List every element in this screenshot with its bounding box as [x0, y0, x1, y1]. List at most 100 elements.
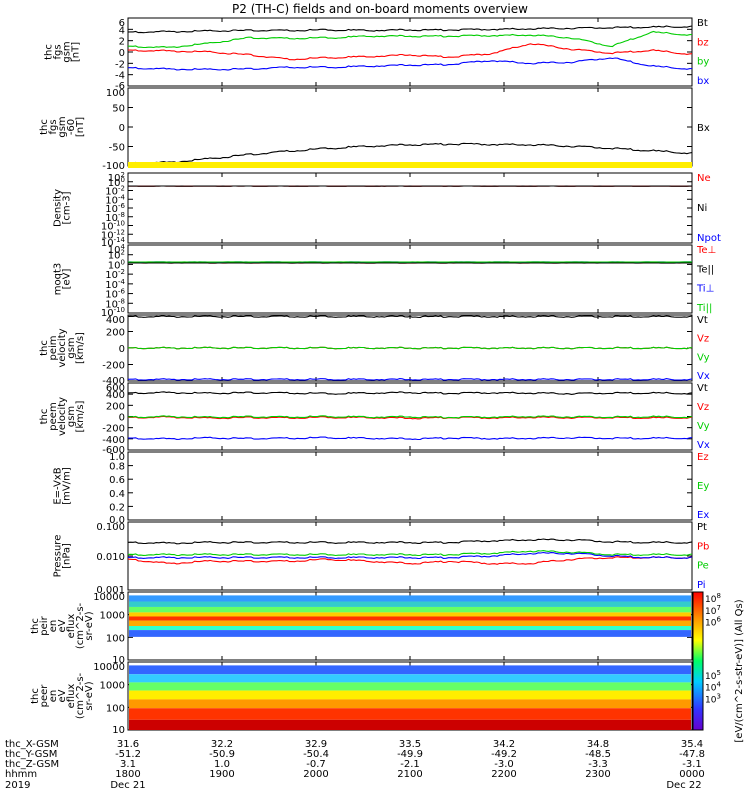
y-axis-label: Pressure: [53, 535, 64, 578]
y-axis-label: (cm^2-s-: [75, 602, 86, 649]
panel-frame: [127, 87, 693, 167]
y-axis-label: eV: [57, 689, 68, 702]
legend-entry: by: [697, 57, 709, 68]
y-tick-label: 0.8: [109, 462, 125, 473]
y-axis-label: -60: [66, 119, 77, 135]
series-line-Vz: [127, 415, 693, 420]
y-tick-label: 10000: [93, 662, 125, 673]
series-line-Bx: [127, 142, 693, 165]
legend-entry: Ez: [697, 452, 709, 463]
axis-row-value: -49.9: [397, 749, 423, 760]
spectrogram-band: [129, 616, 691, 621]
y-tick-label: 0.0: [109, 515, 125, 526]
y-tick-label: 0.001: [96, 585, 125, 596]
legend-entry: Vx: [697, 371, 710, 382]
spectrogram-band: [129, 665, 691, 675]
series-line-Pi: [127, 551, 693, 560]
date-start: Dec 21: [110, 780, 145, 791]
y-axis-label: [nT]: [75, 117, 86, 137]
y-axis-label: sr-eV): [84, 681, 95, 710]
axis-row-value: 2000: [303, 769, 328, 780]
y-tick-label: -50: [109, 143, 125, 154]
series-line-Bt: [127, 25, 693, 34]
legend-entry: Ex: [697, 510, 709, 521]
y-tick-label: -6: [115, 81, 125, 92]
axis-row-value: 2100: [397, 769, 422, 780]
axis-row-value: 32.2: [211, 739, 233, 750]
legend-entry: Pe: [697, 561, 709, 572]
y-axis-label: eV: [57, 619, 68, 632]
y-tick-label: 1000: [100, 681, 125, 692]
y-tick-label: 400: [106, 390, 125, 401]
spectrogram-band: [129, 690, 691, 700]
axis-row-value: 1800: [115, 769, 140, 780]
y-tick-label: 600: [106, 383, 125, 394]
y-axis-label: thc: [39, 409, 50, 425]
legend-entry: Vt: [697, 315, 708, 326]
axis-row-value: -47.8: [679, 749, 705, 760]
y-tick-label: 1000: [100, 611, 125, 622]
axis-row-value: 32.9: [305, 739, 327, 750]
spectrogram-band: [129, 601, 691, 607]
legend-entry: Vx: [697, 440, 710, 451]
y-tick-label: 2: [119, 37, 125, 48]
axis-row-value: -50.4: [303, 749, 329, 760]
legend-entry: Bx: [697, 123, 710, 134]
axis-row-value: 1900: [209, 769, 234, 780]
y-axis-label: en: [48, 690, 59, 703]
y-tick-label: -100: [102, 161, 125, 172]
axis-row-value: -3.1: [682, 759, 702, 770]
y-tick-label: 0.2: [109, 502, 125, 513]
y-tick-label: 0: [119, 344, 125, 355]
y-axis-label: moqt3: [53, 263, 64, 296]
y-axis-label: gsm: [66, 337, 77, 358]
y-axis-label: Density: [53, 189, 64, 227]
y-axis-label: gsm: [62, 41, 73, 62]
spectrogram-band: [129, 719, 691, 730]
spectrogram-band: [129, 626, 691, 631]
y-axis-label: eflux: [66, 614, 77, 639]
y-axis-label: thc: [30, 688, 41, 704]
legend-entry: Ni: [697, 203, 707, 214]
y-tick-label: -4: [115, 71, 125, 82]
y-tick-label: 0: [119, 413, 125, 424]
series-line-by: [128, 30, 693, 49]
y-tick-label: 0: [119, 48, 125, 59]
y-tick-label: 100: [106, 633, 125, 644]
legend-entry: Ey: [697, 481, 709, 492]
axis-row-value: 33.5: [399, 739, 421, 750]
axis-row-value: -48.5: [585, 749, 611, 760]
y-axis-label: thc: [44, 44, 55, 60]
y-axis-label: thc: [39, 119, 50, 135]
panel-frame: [127, 244, 693, 314]
axis-row-value: -50.9: [209, 749, 235, 760]
colorbar-label: [eV/(cm^2-s-str-eV)] (All Qs): [734, 599, 745, 742]
series-line-bz: [128, 43, 693, 61]
y-tick-label: -200: [102, 361, 125, 372]
series-line-Vy: [128, 346, 693, 350]
legend-entry: bz: [697, 37, 709, 48]
legend-entry: Ne: [697, 173, 711, 184]
y-axis-label: [nPa]: [62, 543, 73, 569]
spectrogram-band: [129, 630, 691, 637]
legend-entry: Pb: [697, 541, 709, 552]
y-tick-label: 0: [119, 123, 125, 134]
y-axis-label: fgs: [48, 119, 59, 134]
y-axis-label: peir: [39, 615, 50, 635]
spectrogram-band: [129, 612, 691, 617]
y-tick-label: 1.0: [109, 452, 125, 463]
y-axis-label: eflux: [66, 684, 77, 709]
y-axis-label: [km/s]: [75, 332, 86, 364]
y-tick-label: -600: [102, 445, 125, 456]
series-line-Pe: [127, 550, 693, 557]
y-tick-label: 10: [112, 655, 125, 666]
quality-flag-bar: [128, 162, 692, 168]
series-line-Pb: [127, 556, 693, 565]
y-tick-label: 50: [112, 104, 125, 115]
y-axis-label: [nT]: [71, 42, 82, 62]
legend-entry: Ti||: [696, 303, 712, 314]
y-axis-label: thc: [39, 340, 50, 356]
y-tick-label: -200: [102, 424, 125, 435]
spectrogram-band: [129, 699, 691, 709]
